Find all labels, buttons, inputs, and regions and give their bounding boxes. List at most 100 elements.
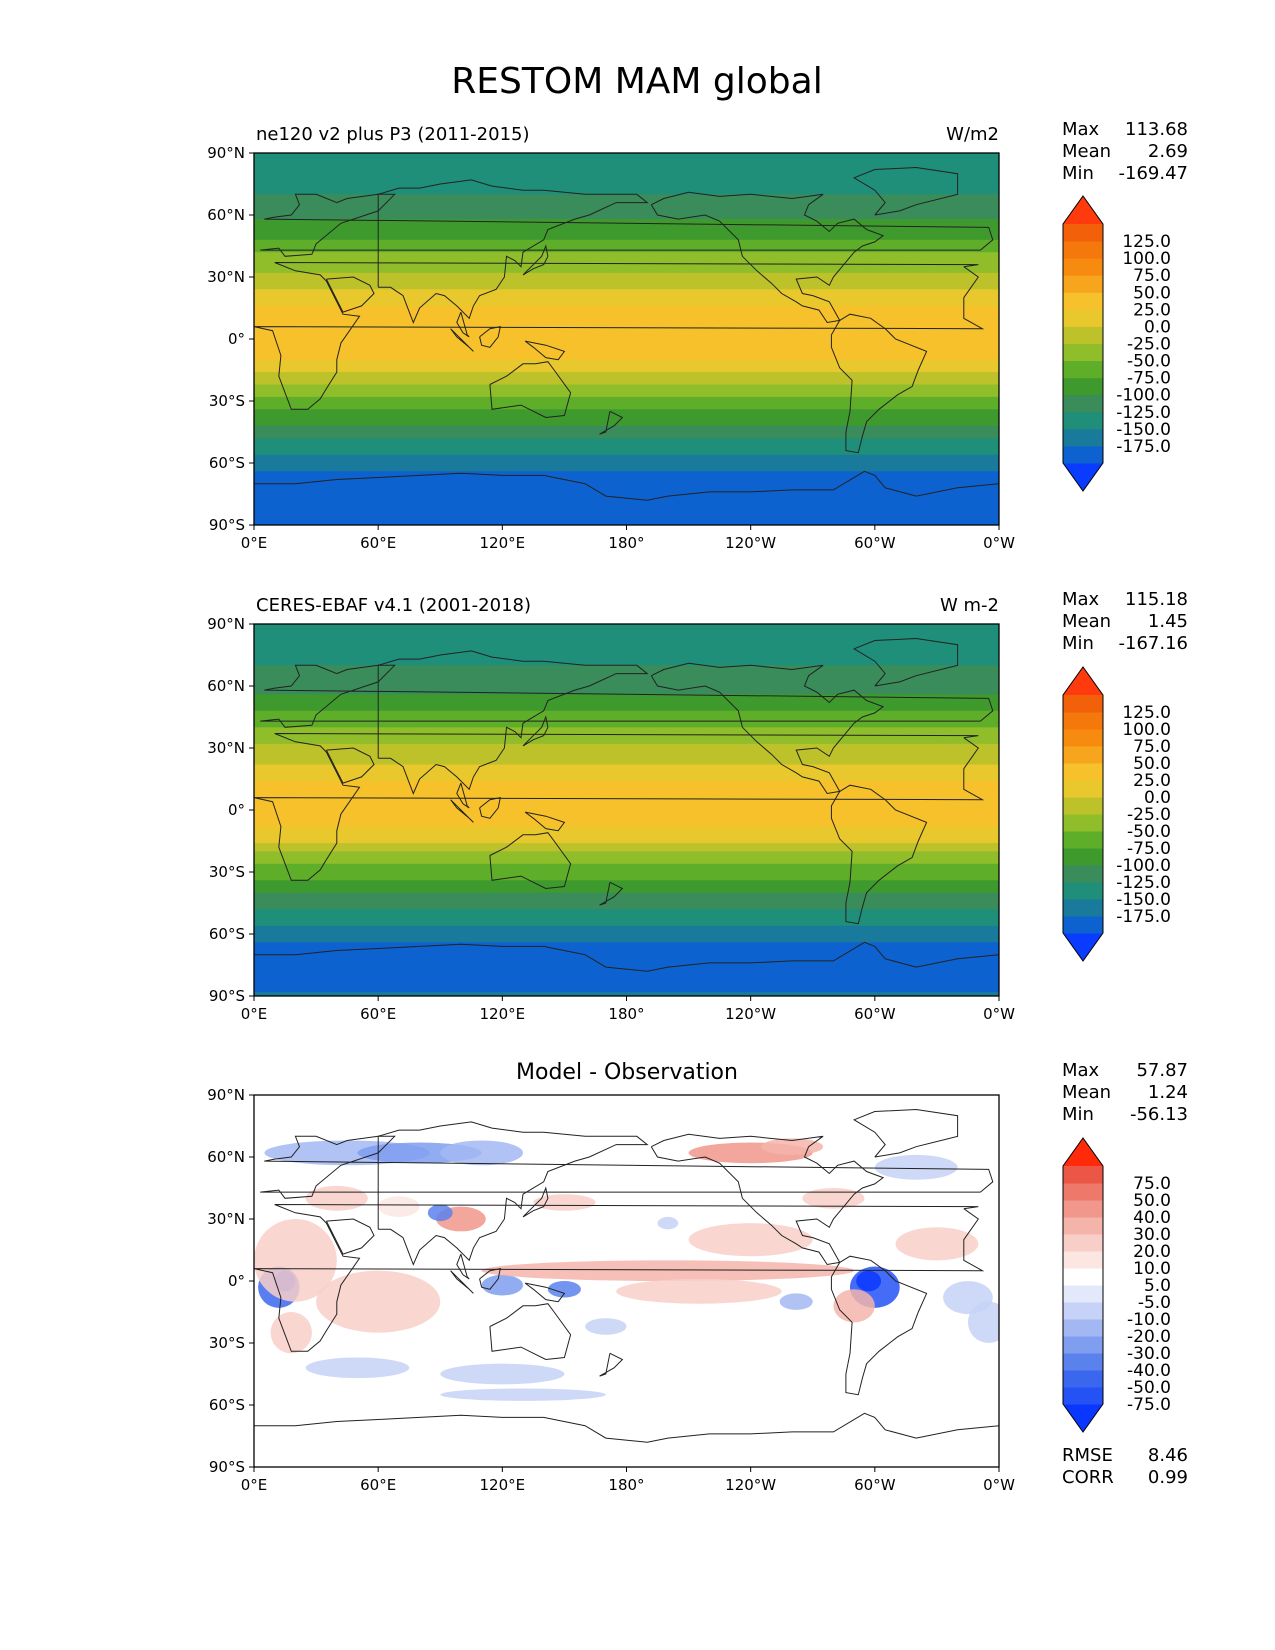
colorbar-segment: [1063, 1370, 1103, 1388]
lat-band: [254, 235, 999, 241]
coastline: [254, 470, 999, 501]
x-tick-label: 60°E: [360, 534, 396, 552]
colorbar-segment: [1063, 882, 1103, 900]
anomaly-patch: [378, 1196, 420, 1217]
stat-mean-label: Mean: [1062, 611, 1111, 632]
coastline: [377, 179, 649, 324]
lat-band: [254, 471, 999, 476]
lat-band: [254, 239, 999, 245]
lat-band: [254, 260, 999, 266]
x-tick-label: 120°E: [480, 1476, 526, 1494]
colorbar-segment: [1063, 326, 1103, 344]
x-tick-label: 60°E: [360, 1005, 396, 1023]
x-tick-label: 60°W: [854, 534, 896, 552]
lat-band: [254, 971, 999, 976]
stat-max-label: Max: [1062, 589, 1100, 610]
colorbar-segment: [1063, 1217, 1103, 1235]
coastline: [830, 313, 928, 454]
colorbar-segment: [1063, 1251, 1103, 1269]
lat-band: [254, 231, 999, 237]
lat-band: [254, 760, 999, 766]
x-tick-label: 180°: [608, 1005, 644, 1023]
colorbar-tick-label: -50.0: [1127, 822, 1171, 842]
anomaly-patch: [305, 1357, 410, 1379]
y-tick-label: 30°N: [207, 268, 245, 286]
stat-min-value: -167.16: [1119, 633, 1188, 654]
panel-diff-coastlines: [254, 1108, 999, 1443]
lat-band: [254, 442, 999, 448]
stat-min-label: Min: [1062, 1104, 1094, 1125]
anomaly-patch: [547, 1281, 581, 1298]
coastline: [450, 328, 474, 352]
x-tick-label: 120°E: [480, 1005, 526, 1023]
colorbar-tick-label: 50.0: [1133, 754, 1171, 774]
lat-band: [254, 929, 999, 935]
lat-band: [254, 243, 999, 249]
colorbar-tick-label: 20.0: [1133, 1242, 1171, 1262]
panel-diff-anomalies: [254, 1138, 999, 1401]
lat-band: [254, 830, 999, 836]
lat-band: [254, 867, 999, 873]
colorbar-tick-label: 10.0: [1133, 1259, 1171, 1279]
y-tick-label: 60°N: [207, 1148, 245, 1166]
coastline: [522, 1186, 549, 1218]
lat-band: [254, 801, 999, 807]
lat-band: [254, 698, 999, 704]
coastline: [450, 799, 474, 823]
lat-band: [254, 157, 999, 162]
lat-band: [254, 735, 999, 741]
lat-band: [254, 909, 999, 914]
colorbar-segment: [1063, 1353, 1103, 1371]
colorbar-segment: [1063, 275, 1103, 293]
lat-band: [254, 376, 999, 381]
colorbar-extend-min: [1063, 1404, 1103, 1432]
lat-band: [254, 987, 999, 993]
lat-band: [254, 425, 999, 431]
lat-band: [254, 334, 999, 340]
lat-band: [254, 405, 999, 410]
stat-min-value: -169.47: [1119, 163, 1188, 184]
lat-band: [254, 677, 999, 683]
lat-band: [254, 781, 999, 786]
coastline: [489, 832, 572, 890]
colorbar-tick-label: 100.0: [1122, 249, 1171, 269]
stat-mean-label: Mean: [1062, 141, 1111, 162]
colorbar-tick-label: 0.0: [1144, 788, 1171, 808]
coastline: [325, 747, 375, 784]
panel-obs-bands: [254, 624, 999, 996]
y-tick-label: 30°S: [209, 1334, 245, 1352]
lat-band: [254, 880, 999, 885]
lat-band: [254, 950, 999, 956]
colorbar-tick-label: 40.0: [1133, 1208, 1171, 1228]
lat-band: [254, 438, 999, 443]
lat-band: [254, 863, 999, 869]
lat-band: [254, 814, 999, 819]
lat-band: [254, 958, 999, 964]
lat-band: [254, 434, 999, 439]
anomaly-patch: [895, 1227, 979, 1261]
lat-band: [254, 756, 999, 761]
stat-max-value: 57.87: [1136, 1060, 1188, 1081]
x-tick-label: 0°W: [983, 534, 1015, 552]
x-tick-label: 0°W: [983, 1476, 1015, 1494]
lat-band: [254, 512, 999, 518]
colorbar-extend-max: [1063, 667, 1103, 695]
y-tick-label: 60°S: [209, 1396, 245, 1414]
stat-max-value: 113.68: [1125, 119, 1188, 140]
colorbar-tick-label: -175.0: [1116, 437, 1171, 457]
stat-min-label: Min: [1062, 633, 1094, 654]
panel-model-label: ne120 v2 plus P3 (2011-2015): [256, 124, 530, 145]
lat-band: [254, 198, 999, 204]
lat-band: [254, 628, 999, 633]
coastline: [260, 664, 994, 728]
x-tick-label: 0°W: [983, 1005, 1015, 1023]
panel-model-units: W/m2: [946, 124, 999, 145]
coastline: [852, 1108, 959, 1158]
y-tick-label: 0°: [228, 801, 245, 819]
coastline: [522, 715, 549, 747]
lat-band: [254, 843, 999, 848]
lat-band: [254, 826, 999, 832]
lat-band: [254, 223, 999, 228]
lat-band: [254, 876, 999, 881]
coastline: [524, 1282, 566, 1303]
